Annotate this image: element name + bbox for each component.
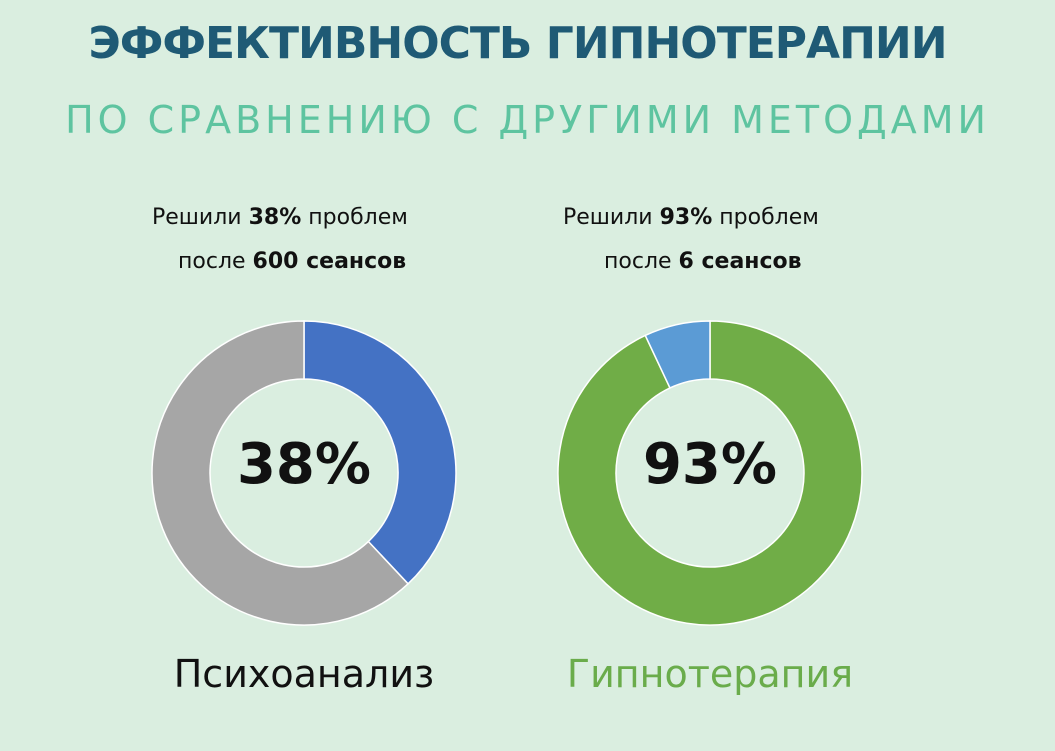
caption-text: проблем: [301, 205, 408, 230]
donut-slice-1: [644, 320, 711, 389]
hypnotherapy-caption: Решили 93% проблем после 6 сеансов: [563, 196, 883, 284]
psychoanalysis-donut-chart: [151, 320, 457, 626]
caption-text: после: [178, 249, 253, 274]
psychoanalysis-caption-line2: после 600 сеансов: [152, 240, 472, 284]
caption-text: после: [604, 249, 679, 274]
psychoanalysis-center-percent: 38%: [236, 432, 372, 497]
caption-percent: 38%: [248, 205, 302, 230]
donut-slice-1: [151, 320, 410, 626]
page-title: ЭФФЕКТИВНОСТЬ ГИПНОТЕРАПИИ: [88, 18, 947, 69]
caption-text: Решили: [152, 205, 249, 230]
caption-percent: 93%: [659, 205, 713, 230]
donut-slice-0: [303, 320, 457, 585]
caption-text: проблем: [712, 205, 819, 230]
psychoanalysis-caption: Решили 38% проблем после 600 сеансов: [152, 196, 472, 284]
caption-sessions: 600 сеансов: [252, 249, 407, 274]
page-subtitle: ПО СРАВНЕНИЮ С ДРУГИМИ МЕТОДАМИ: [65, 98, 990, 142]
hypnotherapy-caption-line2: после 6 сеансов: [563, 240, 883, 284]
hypnotherapy-center-percent: 93%: [642, 432, 778, 497]
hypnotherapy-label: Гипнотерапия: [566, 652, 854, 696]
psychoanalysis-caption-line1: Решили 38% проблем: [152, 196, 472, 240]
caption-text: Решили: [563, 205, 660, 230]
hypnotherapy-caption-line1: Решили 93% проблем: [563, 196, 883, 240]
hypnotherapy-donut-chart: [557, 320, 863, 626]
psychoanalysis-label: Психоанализ: [173, 652, 435, 696]
donut-slice-0: [557, 320, 863, 626]
caption-sessions: 6 сеансов: [678, 249, 802, 274]
